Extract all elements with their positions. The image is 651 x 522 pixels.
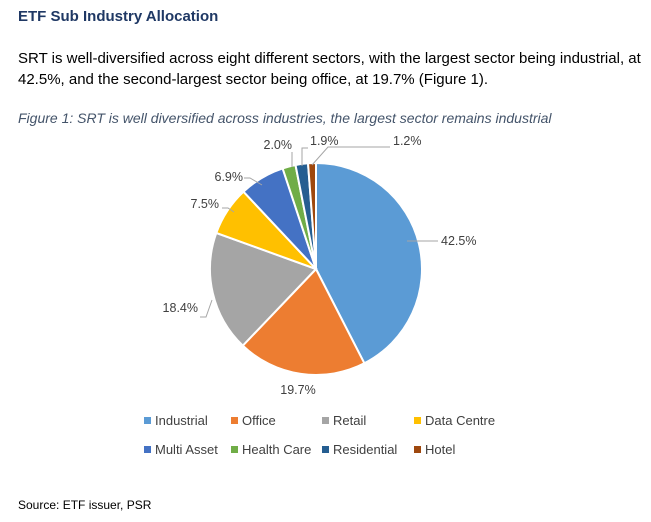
source-note: Source: ETF issuer, PSR	[18, 498, 152, 512]
data-label-industrial: 42.5%	[441, 234, 476, 248]
pie-slice-office	[241, 267, 366, 376]
legend-swatch-hotel	[414, 446, 421, 453]
data-label-hotel: 1.2%	[393, 134, 422, 148]
data-label-retail: 18.4%	[163, 301, 198, 315]
leader-line-residential	[301, 147, 308, 166]
legend-swatch-industrial	[144, 417, 151, 424]
leader-line-multi-asset	[244, 177, 263, 186]
legend-label-multi-asset: Multi Asset	[155, 442, 218, 457]
legend-label-health-care: Health Care	[242, 442, 311, 457]
pie-slice-industrial	[315, 161, 423, 365]
data-label-data-centre: 7.5%	[191, 197, 220, 211]
legend-label-industrial: Industrial	[155, 413, 208, 428]
legend-label-retail: Retail	[333, 413, 366, 428]
data-label-multi-asset: 6.9%	[215, 170, 244, 184]
legend-swatch-residential	[322, 446, 329, 453]
legend-label-hotel: Hotel	[425, 442, 455, 457]
section-title: ETF Sub Industry Allocation	[18, 8, 219, 25]
legend-label-office: Office	[242, 413, 276, 428]
intro-paragraph: SRT is well-diversified across eight dif…	[18, 50, 641, 88]
leader-line-retail	[200, 299, 213, 318]
data-label-residential: 1.9%	[310, 134, 339, 148]
data-label-health-care: 2.0%	[264, 138, 293, 152]
legend-swatch-office	[231, 417, 238, 424]
pie-slice-hotel	[306, 161, 317, 270]
leader-line-data-centre	[222, 207, 235, 213]
figure-caption: Figure 1: SRT is well diversified across…	[18, 110, 552, 126]
legend-label-residential: Residential	[333, 442, 397, 457]
legend-swatch-multi-asset	[144, 446, 151, 453]
legend-swatch-retail	[322, 417, 329, 424]
pie-slice-retail	[209, 231, 318, 348]
data-label-office: 19.7%	[280, 383, 315, 397]
legend-label-data-centre: Data Centre	[425, 413, 495, 428]
leader-line-hotel	[311, 146, 390, 166]
pie-chart: 42.5% 19.7% 18.4% 7.5% 6.9% 2.0% 1.9% 1.2% Indus…	[144, 134, 495, 457]
legend-swatch-health-care	[231, 446, 238, 453]
legend-swatch-data-centre	[414, 417, 421, 424]
